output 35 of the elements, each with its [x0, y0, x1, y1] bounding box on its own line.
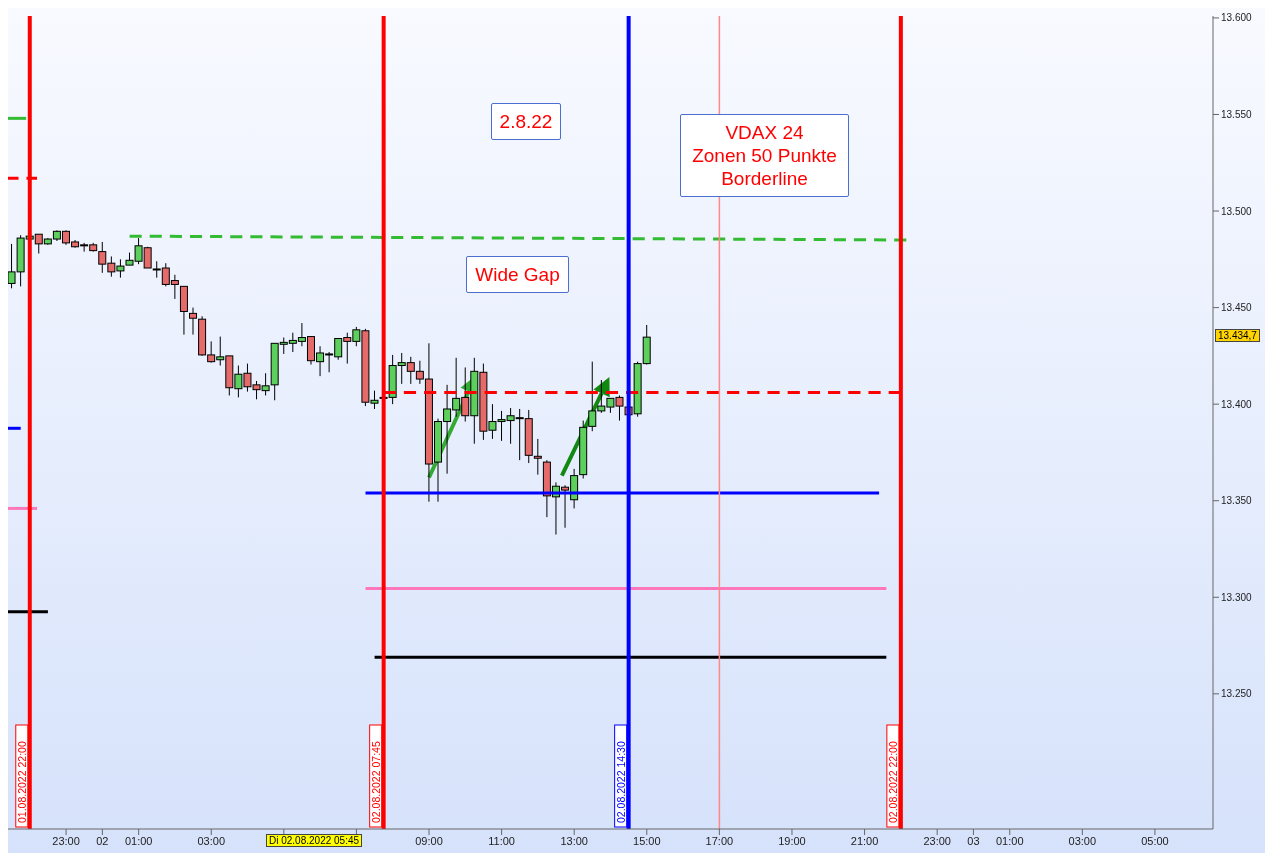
x-tick-label: 13:00: [560, 834, 588, 847]
y-tick-label: 13.500: [1221, 205, 1253, 217]
ref-line-label: 02.08.2022 22:00: [886, 741, 899, 823]
y-tick-label: 13.600: [1221, 12, 1253, 24]
x-tick-label: 01:00: [995, 834, 1024, 847]
annotation: VDAX 24 Zonen 50 Punkte Borderline: [680, 114, 849, 197]
x-tick-label: 01:00: [124, 834, 153, 847]
x-tick-label: 19:00: [778, 834, 806, 847]
x-tick-label: 09:00: [415, 834, 443, 847]
y-tick-label: 13.550: [1221, 109, 1253, 121]
x-tick-label: 21:00: [850, 834, 879, 847]
y-tick-label: 13.350: [1221, 495, 1253, 507]
x-tick-label: 17:00: [705, 834, 734, 847]
x-tick-label: 11:00: [488, 834, 515, 847]
y-tick-label: 13.250: [1221, 688, 1253, 700]
x-tick-label: 23:00: [52, 834, 80, 847]
candlestick: [533, 438, 542, 476]
y-tick-label: 13.400: [1221, 398, 1253, 410]
x-tick-label: 03:00: [1068, 834, 1097, 847]
ref-line-label: 02.08.2022 14:30: [614, 741, 627, 823]
y-tick-label: 13.300: [1221, 591, 1253, 603]
text: 13.434,7: [1215, 329, 1260, 343]
x-tick-label: 23:00: [923, 834, 951, 847]
annotation: 2.8.22: [491, 103, 561, 140]
x-tick-label: 15:00: [633, 834, 661, 847]
x-tick-label: 03:00: [197, 834, 226, 847]
candlestick: [189, 307, 198, 336]
annotation: Wide Gap: [466, 256, 569, 293]
ref-line-label: 01.08.2022 22:00: [15, 741, 28, 823]
text: Di 02.08.2022 05:45: [266, 834, 363, 847]
x-tick-label: 02: [96, 834, 109, 847]
x-tick-label: 03: [967, 834, 980, 847]
x-tick-label: 05:00: [1141, 834, 1169, 847]
ref-line-label: 02.08.2022 07:45: [369, 741, 382, 823]
y-tick-label: 13.450: [1221, 302, 1253, 314]
